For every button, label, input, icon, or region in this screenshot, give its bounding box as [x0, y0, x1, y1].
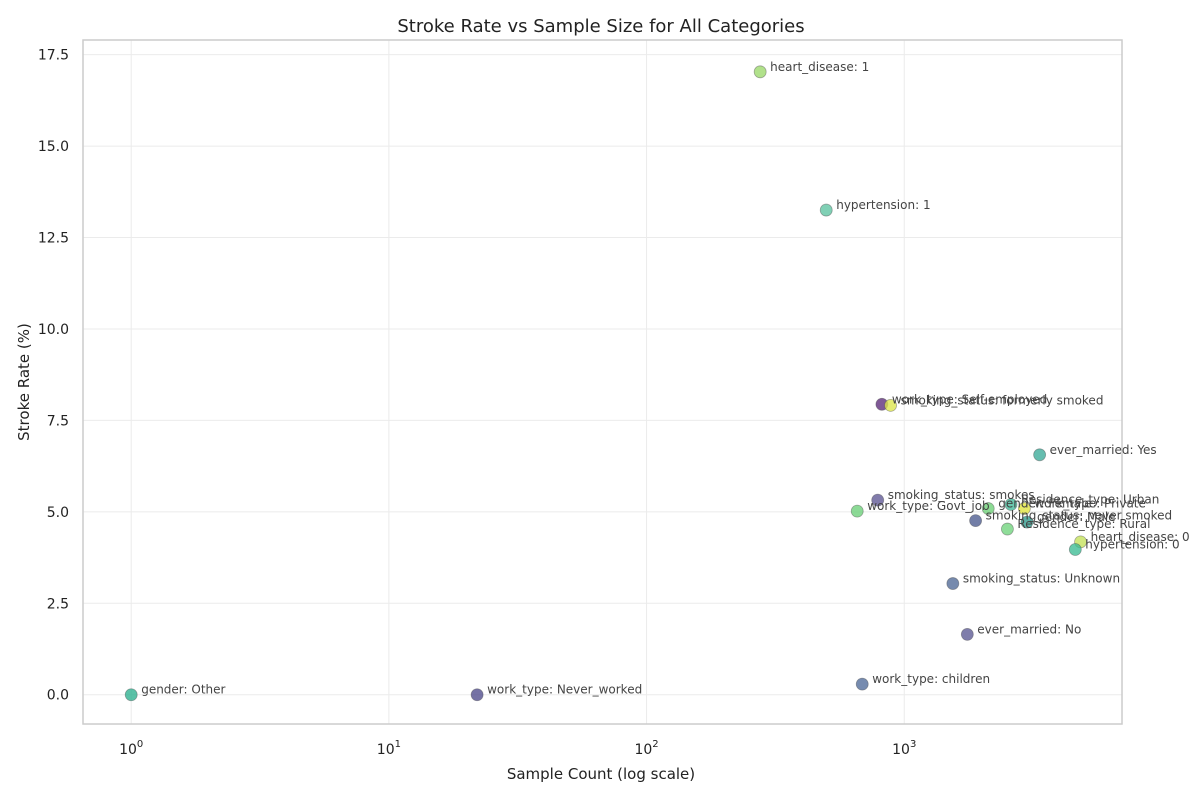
y-axis-label: Stroke Rate (%)	[15, 323, 33, 441]
data-points	[124, 65, 1087, 702]
data-label: heart_disease: 0	[1091, 530, 1190, 544]
data-point	[850, 504, 864, 518]
data-label: work_type: Self-employed	[892, 392, 1047, 406]
data-point	[1004, 498, 1018, 511]
data-label: heart_disease: 1	[770, 60, 869, 74]
data-point	[1020, 515, 1034, 529]
data-label: work_type: Never_worked	[487, 683, 642, 697]
x-tick-label: 102	[634, 739, 658, 758]
y-tick-label: 15.0	[38, 139, 69, 155]
data-label: work_type: Private	[1034, 497, 1146, 511]
data-point	[969, 514, 982, 528]
x-tick-label: 101	[377, 739, 401, 758]
data-point	[871, 493, 885, 507]
axis-ticks: 100 101 102 103 0.0 2.5 5.0 7.5 10.0 12.5 15.0 17.5	[38, 48, 917, 758]
chart-title: Stroke Rate vs Sample Size for All Categ…	[397, 16, 804, 37]
y-tick-label: 10.0	[38, 322, 69, 338]
point-labels: heart_disease: 1 hypertension: 1 work_type…	[141, 60, 1189, 697]
data-point	[1033, 448, 1047, 462]
data-label: work_type: children	[872, 672, 990, 686]
data-label: gender: Other	[141, 683, 225, 697]
data-point	[753, 65, 767, 79]
data-point	[819, 203, 833, 217]
x-tick-label: 103	[892, 739, 916, 758]
data-point	[1001, 522, 1014, 536]
data-point	[1017, 502, 1031, 515]
y-tick-label: 12.5	[38, 231, 69, 247]
data-point	[960, 627, 974, 641]
y-tick-label: 0.0	[47, 688, 69, 704]
y-tick-label: 17.5	[38, 48, 69, 64]
x-tick-label: 100	[119, 739, 143, 758]
data-label: ever_married: Yes	[1050, 443, 1157, 457]
data-label: smoking_status: never smoked	[986, 509, 1173, 523]
data-point	[981, 502, 995, 515]
data-label: Residence_type: Rural	[1017, 517, 1150, 531]
y-tick-label: 5.0	[47, 505, 69, 521]
data-label: hypertension: 0	[1085, 538, 1179, 552]
data-point	[124, 688, 138, 702]
data-label: hypertension: 1	[836, 198, 930, 212]
data-label: work_type: Govt_job	[867, 499, 989, 513]
y-tick-label: 7.5	[47, 413, 69, 429]
data-label: smoking_status: smokes	[888, 488, 1035, 502]
data-label: smoking_status: Unknown	[963, 572, 1120, 586]
data-point	[470, 688, 484, 702]
data-label: gender: Female	[998, 497, 1092, 511]
x-axis-label: Sample Count (log scale)	[507, 765, 695, 783]
data-point	[855, 677, 869, 691]
data-label: ever_married: No	[977, 622, 1081, 636]
data-label: smoking_status: formerly smoked	[901, 393, 1104, 407]
plot-frame	[82, 39, 1123, 725]
y-tick-label: 2.5	[47, 596, 69, 612]
data-point	[946, 577, 960, 590]
grid	[83, 40, 1122, 724]
data-label: gender: Male	[1037, 510, 1116, 524]
data-point	[884, 399, 897, 412]
data-point	[1068, 543, 1082, 556]
data-label: Residence_type: Urban	[1021, 493, 1159, 507]
